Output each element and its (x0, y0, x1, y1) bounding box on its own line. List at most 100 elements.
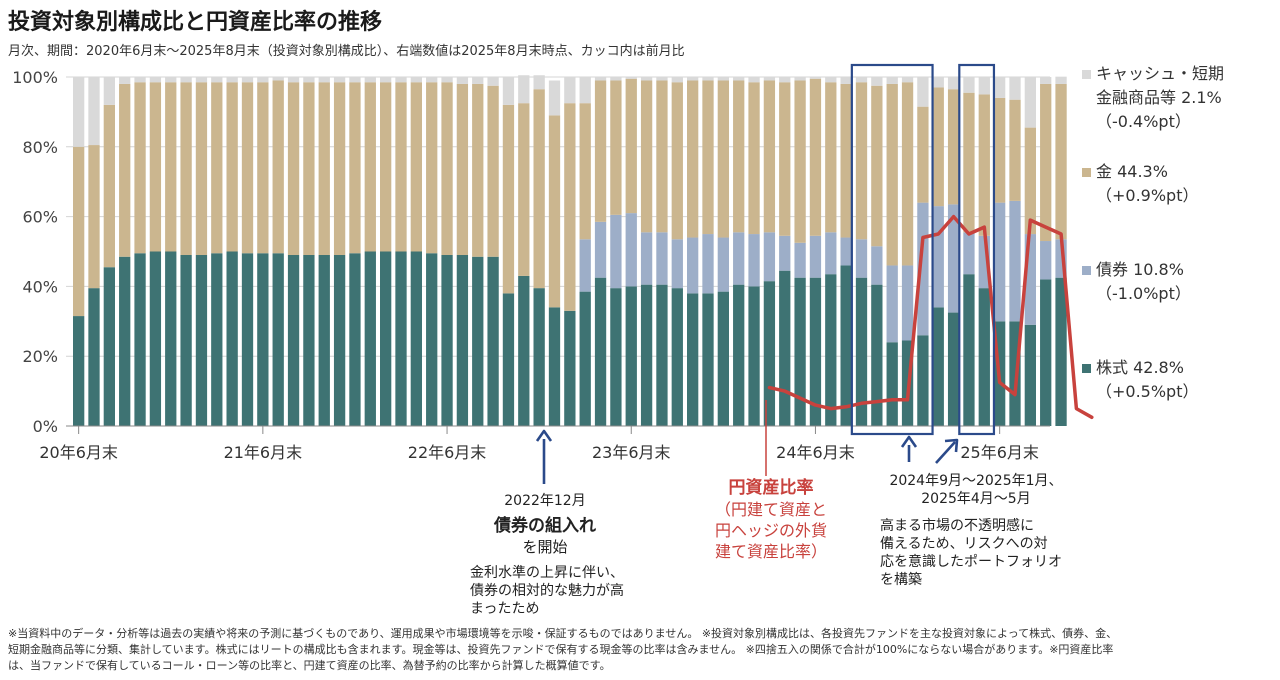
bar-stock (303, 254, 315, 426)
annotation-risk-n2: 備えるため、リスクへの対 (880, 536, 1048, 552)
legend-gold: 金 44.3% （+0.9%pt） (1082, 160, 1199, 208)
bar-bond (763, 232, 776, 282)
bar-gold (119, 83, 131, 257)
bar-gold (564, 103, 576, 311)
bar-gold (318, 82, 330, 255)
bar-cash (103, 77, 115, 105)
bar-gold (779, 82, 791, 236)
bar-bond (978, 235, 990, 289)
x-tick-label: 22年6月末 (408, 443, 487, 462)
bar-gold (426, 82, 438, 254)
bar-stock (119, 256, 131, 426)
bar-cash (825, 77, 837, 83)
bar-cash (733, 77, 745, 81)
bar-gold (165, 82, 177, 252)
bar-gold (272, 80, 284, 254)
bar-bond (840, 237, 852, 266)
bar-gold (134, 82, 146, 254)
bar-stock (625, 286, 637, 426)
bar-stock (671, 288, 683, 426)
bar-cash (1040, 77, 1052, 84)
bar-stock (763, 281, 776, 426)
bar-gold (871, 85, 883, 247)
bar-cash (380, 77, 392, 83)
bar-stock (886, 342, 898, 426)
bar-gold (487, 85, 499, 257)
annotation-risk-n4: を構築 (880, 572, 922, 588)
bar-cash (119, 77, 131, 84)
bar-gold (1009, 99, 1021, 201)
bar-gold (640, 80, 653, 233)
bar-bond (917, 202, 929, 336)
bar-gold (195, 82, 208, 255)
legend-bond-change: （-1.0%pt） (1096, 284, 1191, 303)
page-title: 投資対象別構成比と円資産比率の推移 (8, 10, 383, 35)
annotation-risk-p2: 2025年4月～5月 (921, 491, 1031, 507)
bar-stock (195, 254, 208, 426)
arrow-bond-start (535, 429, 553, 484)
bar-bond (610, 214, 622, 289)
bar-stock (88, 288, 100, 426)
bar-cash (318, 77, 330, 83)
bar-cash (932, 77, 944, 88)
annotation-yen-head: 円資産比率 (728, 478, 814, 498)
y-tick-label: 40% (22, 277, 58, 296)
bar-stock (456, 254, 469, 426)
legend-stock: 株式 42.8% （+0.5%pt） (1082, 356, 1199, 404)
bar-stock (963, 274, 975, 426)
bar-stock (917, 335, 929, 426)
bar-stock (733, 284, 745, 426)
annotation-risk-n1: 高まる市場の不透明感に (880, 518, 1034, 534)
bar-stock (472, 256, 484, 426)
legend-gold-swatch (1082, 168, 1091, 177)
bar-gold (88, 145, 100, 289)
bar-stock (165, 251, 177, 426)
bar-stock (487, 256, 499, 426)
bar-cash (947, 77, 960, 90)
bar-stock (1024, 324, 1036, 426)
legend-stock-swatch (1082, 364, 1091, 373)
bar-cash (364, 77, 376, 83)
bar-cash (395, 77, 407, 83)
bar-bond (579, 239, 591, 292)
bar-cash (917, 77, 929, 107)
bar-gold (733, 80, 745, 233)
bar-gold (717, 80, 729, 238)
bar-cash (165, 77, 177, 83)
bar-bond (932, 206, 944, 308)
bar-stock (211, 253, 223, 426)
legend-cash-line2: 金融商品等 2.1% (1096, 88, 1222, 107)
bar-gold (917, 106, 929, 203)
bar-stock (441, 254, 453, 426)
bar-cash (671, 77, 683, 83)
y-tick-label: 100% (12, 68, 58, 87)
bar-cash (794, 77, 806, 81)
bar-bond (779, 235, 791, 271)
bar-gold (932, 87, 944, 207)
bar-cash (211, 77, 223, 83)
bar-stock (1009, 321, 1021, 426)
bar-gold (594, 80, 607, 222)
bar-gold (855, 82, 868, 240)
bar-cash (978, 77, 990, 95)
yen-ratio-line (767, 214, 1094, 420)
legend-stock-line1: 株式 42.8% (1096, 358, 1184, 377)
bar-stock (548, 307, 561, 426)
arrow-head (900, 435, 918, 448)
bar-cash (487, 77, 499, 86)
bar-stock (840, 265, 852, 426)
bar-cash (717, 77, 729, 81)
bar-gold (1055, 83, 1067, 240)
bar-cash (809, 77, 822, 79)
bar-gold (333, 82, 346, 255)
bar-bond (625, 213, 637, 287)
bar-bond (994, 202, 1006, 322)
bar-gold (211, 82, 223, 254)
annotation-risk-period: 2024年9月～2025年1月、 2025年4月～5月 (866, 472, 1086, 508)
y-tick-label: 80% (22, 138, 58, 157)
bar-stock (871, 284, 883, 426)
bar-stock (518, 275, 530, 426)
arrow-risk-1 (900, 435, 918, 462)
bar-gold (763, 80, 776, 233)
